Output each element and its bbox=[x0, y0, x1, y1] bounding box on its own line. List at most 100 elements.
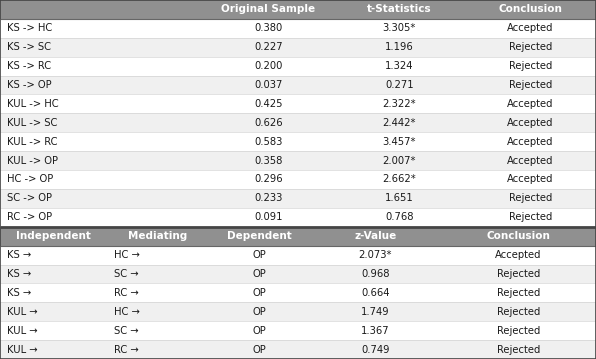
Bar bbox=[465, 19, 596, 38]
Bar bbox=[465, 189, 596, 208]
Text: 2.322*: 2.322* bbox=[383, 99, 416, 109]
Bar bbox=[334, 208, 465, 227]
Bar bbox=[0, 94, 203, 113]
Bar bbox=[107, 321, 209, 340]
Bar bbox=[0, 38, 203, 57]
Text: 0.296: 0.296 bbox=[254, 174, 283, 185]
Text: HC →: HC → bbox=[114, 250, 140, 260]
Text: OP: OP bbox=[252, 307, 266, 317]
Bar bbox=[441, 340, 596, 359]
Bar bbox=[203, 151, 334, 170]
Bar bbox=[203, 189, 334, 208]
Text: SC →: SC → bbox=[114, 269, 139, 279]
Text: Original Sample: Original Sample bbox=[221, 4, 315, 14]
Text: 0.749: 0.749 bbox=[361, 345, 390, 355]
Text: 1.749: 1.749 bbox=[361, 307, 390, 317]
Bar bbox=[465, 170, 596, 189]
Text: Rejected: Rejected bbox=[509, 61, 552, 71]
Bar bbox=[310, 302, 441, 321]
Bar bbox=[203, 94, 334, 113]
Text: Accepted: Accepted bbox=[507, 137, 554, 147]
Bar bbox=[203, 19, 334, 38]
Bar bbox=[209, 283, 310, 302]
Bar bbox=[209, 227, 310, 246]
Text: RC -> OP: RC -> OP bbox=[7, 212, 52, 222]
Bar bbox=[334, 94, 465, 113]
Text: Rejected: Rejected bbox=[509, 42, 552, 52]
Text: KUL →: KUL → bbox=[7, 326, 38, 336]
Text: KUL →: KUL → bbox=[7, 345, 38, 355]
Bar bbox=[107, 227, 209, 246]
Bar bbox=[209, 340, 310, 359]
Text: Rejected: Rejected bbox=[509, 80, 552, 90]
Bar bbox=[334, 76, 465, 94]
Bar bbox=[0, 283, 107, 302]
Bar bbox=[334, 189, 465, 208]
Bar bbox=[441, 227, 596, 246]
Text: 0.358: 0.358 bbox=[254, 155, 283, 165]
Text: Rejected: Rejected bbox=[497, 307, 540, 317]
Text: t-Statistics: t-Statistics bbox=[367, 4, 432, 14]
Text: OP: OP bbox=[252, 250, 266, 260]
Text: 0.968: 0.968 bbox=[361, 269, 390, 279]
Bar bbox=[209, 246, 310, 265]
Text: KS →: KS → bbox=[7, 250, 32, 260]
Bar bbox=[203, 0, 334, 19]
Text: OP: OP bbox=[252, 326, 266, 336]
Text: Conclusion: Conclusion bbox=[486, 231, 551, 241]
Text: 2.442*: 2.442* bbox=[383, 118, 416, 128]
Bar bbox=[334, 57, 465, 76]
Text: 0.227: 0.227 bbox=[254, 42, 283, 52]
Text: 1.196: 1.196 bbox=[385, 42, 414, 52]
Bar bbox=[107, 283, 209, 302]
Text: Conclusion: Conclusion bbox=[498, 4, 563, 14]
Bar bbox=[209, 321, 310, 340]
Text: Rejected: Rejected bbox=[497, 345, 540, 355]
Bar bbox=[334, 170, 465, 189]
Text: 1.651: 1.651 bbox=[385, 194, 414, 204]
Bar bbox=[310, 246, 441, 265]
Text: SC →: SC → bbox=[114, 326, 139, 336]
Bar bbox=[0, 132, 203, 151]
Bar bbox=[0, 151, 203, 170]
Bar bbox=[334, 38, 465, 57]
Text: Dependent: Dependent bbox=[227, 231, 291, 241]
Text: RC →: RC → bbox=[114, 345, 139, 355]
Text: KS -> OP: KS -> OP bbox=[7, 80, 52, 90]
Text: Accepted: Accepted bbox=[507, 118, 554, 128]
Bar bbox=[203, 132, 334, 151]
Bar bbox=[465, 0, 596, 19]
Text: 0.583: 0.583 bbox=[254, 137, 283, 147]
Text: OP: OP bbox=[252, 345, 266, 355]
Text: KS -> RC: KS -> RC bbox=[7, 61, 51, 71]
Text: OP: OP bbox=[252, 288, 266, 298]
Text: Rejected: Rejected bbox=[497, 288, 540, 298]
Text: Accepted: Accepted bbox=[507, 99, 554, 109]
Text: HC →: HC → bbox=[114, 307, 140, 317]
Bar bbox=[465, 76, 596, 94]
Bar bbox=[441, 302, 596, 321]
Text: KS -> HC: KS -> HC bbox=[7, 23, 52, 33]
Bar bbox=[310, 321, 441, 340]
Text: 2.007*: 2.007* bbox=[383, 155, 416, 165]
Bar bbox=[0, 246, 107, 265]
Text: Rejected: Rejected bbox=[497, 269, 540, 279]
Text: 2.662*: 2.662* bbox=[383, 174, 416, 185]
Bar bbox=[0, 0, 203, 19]
Text: 0.626: 0.626 bbox=[254, 118, 283, 128]
Bar bbox=[107, 340, 209, 359]
Bar bbox=[0, 170, 203, 189]
Bar bbox=[334, 132, 465, 151]
Bar bbox=[310, 265, 441, 283]
Text: KS -> SC: KS -> SC bbox=[7, 42, 51, 52]
Bar bbox=[107, 302, 209, 321]
Bar bbox=[0, 189, 203, 208]
Text: Mediating: Mediating bbox=[128, 231, 188, 241]
Bar bbox=[209, 302, 310, 321]
Bar bbox=[465, 113, 596, 132]
Text: SC -> OP: SC -> OP bbox=[7, 194, 52, 204]
Bar bbox=[107, 246, 209, 265]
Text: KUL -> HC: KUL -> HC bbox=[7, 99, 59, 109]
Bar bbox=[465, 151, 596, 170]
Text: OP: OP bbox=[252, 269, 266, 279]
